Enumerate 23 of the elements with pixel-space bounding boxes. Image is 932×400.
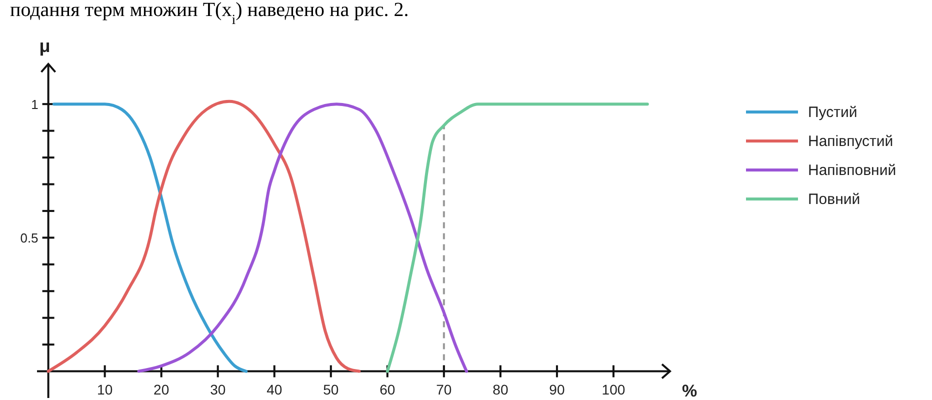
line-series [137, 102, 468, 373]
x-tick-label: 100 [602, 381, 626, 398]
line-series [46, 100, 361, 373]
x-tick-label: 10 [97, 381, 113, 398]
x-axis-title: % [682, 381, 698, 400]
legend-label: Повний [808, 191, 860, 208]
y-tick-label: 0.5 [20, 230, 38, 246]
line-series [52, 102, 248, 373]
x-tick-label: 90 [549, 381, 565, 398]
legend-label: Напівповний [808, 162, 896, 179]
y-tick-label: 1 [31, 97, 38, 112]
x-tick-label: 50 [323, 381, 339, 398]
legend-label: Пустий [808, 104, 858, 121]
line-series [386, 102, 649, 373]
x-tick-label: 20 [154, 381, 170, 398]
x-tick-label: 60 [380, 381, 396, 398]
x-tick-label: 30 [210, 381, 226, 398]
x-tick-label: 80 [492, 381, 508, 398]
y-axis-title: μ [39, 36, 50, 56]
text: подання терм множин T(x$_{i}$) наведено на рис. 2. [10, 0, 409, 28]
legend-label: Напівпустий [808, 133, 894, 150]
x-tick-label: 70 [436, 381, 452, 398]
x-tick-label: 40 [266, 381, 282, 398]
